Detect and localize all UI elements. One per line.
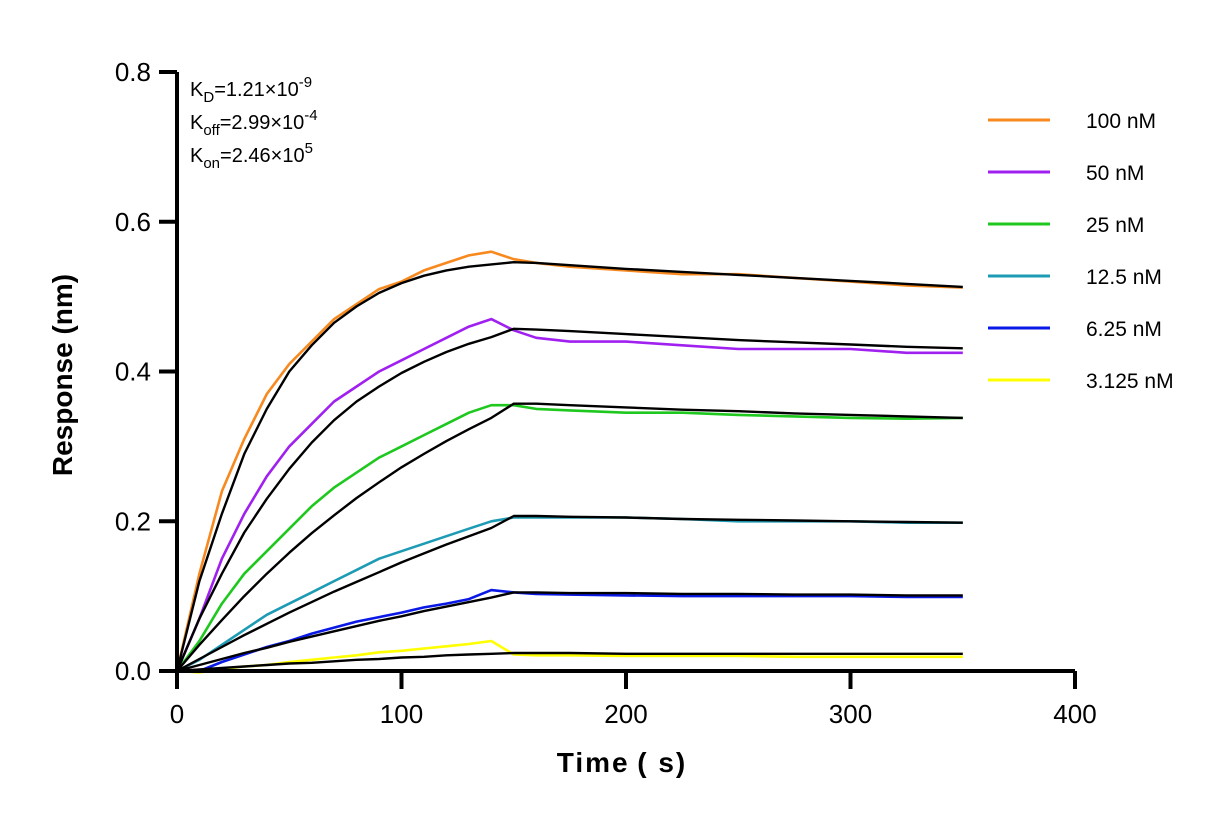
y-tick-label: 0.0 — [115, 656, 151, 686]
annotation-subscript: on — [203, 155, 220, 172]
annotation-base: K — [190, 79, 204, 101]
annotation-value: =2.46×10 — [220, 145, 305, 167]
series-line-12-5-nm — [176, 516, 963, 673]
annotation-line: Kon=2.46×105 — [190, 140, 313, 172]
annotation-line: Koff=2.99×10-4 — [190, 107, 318, 139]
x-tick-label: 300 — [829, 699, 872, 729]
fit-curve — [176, 591, 963, 673]
series-line-50-nm — [175, 317, 963, 672]
annotation-exponent: -9 — [299, 74, 312, 91]
annotation-line: KD=1.21×10-9 — [190, 74, 312, 106]
legend-label: 100 nM — [1086, 110, 1156, 133]
y-tick-label: 0.6 — [115, 207, 151, 237]
fit-curves — [175, 261, 963, 673]
annotation-base: K — [190, 112, 204, 134]
x-tick-label: 400 — [1053, 699, 1096, 729]
annotation-base: K — [190, 145, 204, 167]
legend-label: 12.5 nM — [1086, 266, 1162, 289]
y-tick-label: 0.4 — [115, 357, 151, 387]
x-tick-label: 0 — [170, 699, 184, 729]
annotation-subscript: off — [203, 122, 220, 139]
legend-label: 3.125 nM — [1086, 370, 1174, 393]
annotation-exponent: 5 — [305, 140, 313, 157]
series-line-25-nm — [175, 403, 963, 672]
x-tick-label: 200 — [604, 699, 647, 729]
y-tick-label: 0.2 — [115, 506, 151, 536]
legend: 100 nM 50 nM 25 nM 12.5 nM 6.25 nM 3.125 nM — [988, 110, 1174, 393]
fit-curve — [176, 651, 963, 673]
x-axis-title: Time ( s) — [557, 747, 687, 778]
fit-curve — [175, 261, 963, 672]
legend-label: 6.25 nM — [1086, 318, 1162, 341]
annotation-exponent: -4 — [304, 107, 317, 124]
y-tick-label: 0.8 — [115, 57, 151, 87]
y-axis-title: Response (nm) — [47, 274, 78, 476]
x-tick-label: 100 — [380, 699, 423, 729]
annotation-value: =1.21×10 — [214, 79, 299, 101]
fit-curve — [175, 327, 963, 672]
legend-label: 25 nM — [1086, 214, 1144, 237]
fit-curve — [176, 514, 963, 673]
annotation-subscript: D — [203, 89, 214, 106]
legend-label: 50 nM — [1086, 162, 1144, 185]
series-line-3-125-nm — [176, 639, 963, 674]
axes: 0 100 200 300 400 0.0 0.2 0.4 0.6 0.8 — [115, 57, 1097, 729]
annotation-value: =2.99×10 — [220, 112, 305, 134]
fit-curve — [176, 402, 963, 672]
